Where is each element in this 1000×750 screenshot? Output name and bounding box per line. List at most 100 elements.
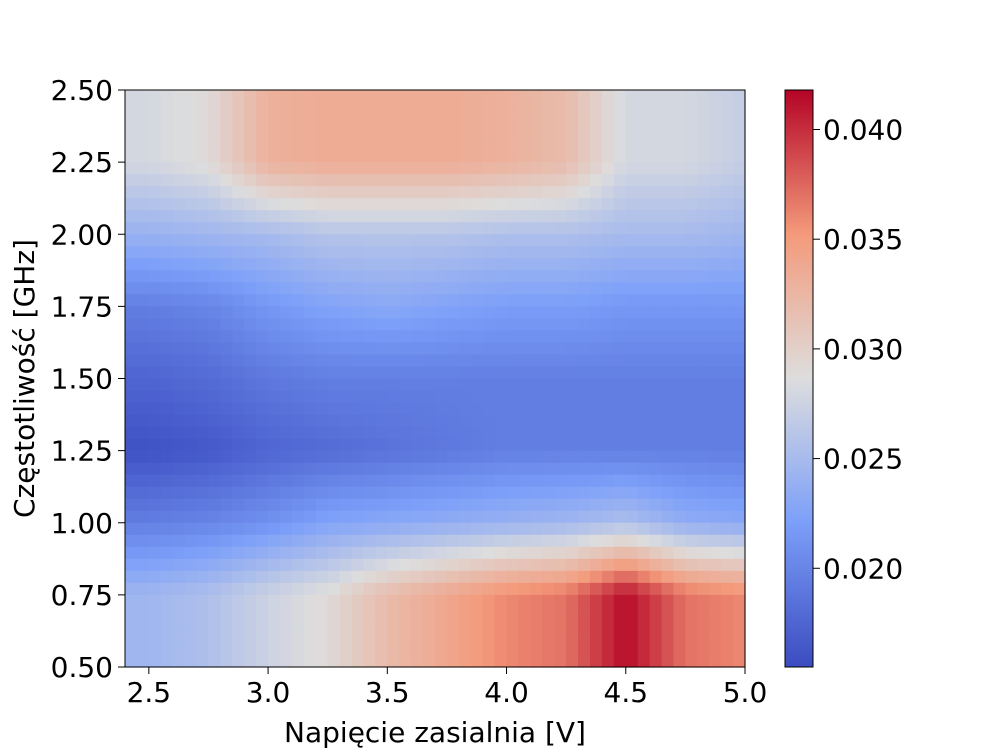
heatmap-cell: [554, 354, 567, 368]
heatmap-cell: [160, 654, 174, 668]
heatmap-cell: [375, 462, 388, 476]
heatmap-cell: [220, 414, 233, 428]
heatmap-cell: [566, 270, 579, 283]
heatmap-cell: [423, 90, 436, 103]
heatmap-cell: [351, 198, 365, 211]
heatmap-cell: [709, 510, 722, 524]
heatmap-cell: [709, 210, 722, 223]
heatmap-cell: [280, 498, 293, 512]
heatmap-cell: [530, 366, 543, 380]
heatmap-cell: [160, 546, 174, 560]
heatmap-cell: [578, 318, 591, 332]
heatmap-cell: [470, 618, 484, 632]
heatmap-cell: [363, 570, 376, 584]
heatmap-cell: [661, 582, 675, 596]
heatmap-cell: [494, 90, 508, 103]
heatmap-cell: [685, 114, 698, 127]
heatmap-cell: [291, 366, 305, 380]
heatmap-cell: [256, 126, 269, 139]
heatmap-cell: [518, 126, 531, 139]
heatmap-cell: [172, 546, 186, 560]
heatmap-cell: [530, 522, 543, 536]
heatmap-cell: [554, 558, 567, 572]
heatmap-cell: [542, 570, 555, 584]
heatmap-cell: [411, 162, 424, 175]
heatmap-cell: [208, 318, 221, 332]
heatmap-cell: [685, 198, 698, 211]
heatmap-cell: [637, 546, 651, 560]
heatmap-cell: [387, 510, 400, 524]
heatmap-cell: [542, 150, 555, 163]
heatmap-cell: [590, 138, 603, 151]
heatmap-cell: [387, 654, 400, 668]
heatmap-cell: [148, 546, 162, 560]
heatmap-cell: [315, 90, 329, 103]
heatmap-cell: [208, 570, 221, 584]
heatmap-cell: [387, 186, 400, 199]
heatmap-cell: [387, 126, 400, 139]
heatmap-cell: [148, 654, 162, 668]
heatmap-cell: [363, 498, 376, 512]
heatmap-cell: [482, 378, 496, 392]
heatmap-cell: [685, 438, 698, 452]
heatmap-cell: [303, 354, 317, 368]
heatmap-cell: [172, 282, 186, 295]
heatmap-cell: [172, 186, 186, 199]
heatmap-cell: [423, 474, 436, 488]
heatmap-cell: [590, 198, 603, 211]
heatmap-cell: [411, 582, 424, 596]
heatmap-cell: [399, 114, 412, 127]
heatmap-cell: [339, 522, 353, 536]
heatmap-cell: [303, 402, 317, 416]
x-tick-label: 2.5: [127, 676, 172, 709]
heatmap-cell: [554, 654, 567, 668]
heatmap-cell: [160, 150, 174, 163]
heatmap-cell: [613, 258, 627, 271]
heatmap-cell: [482, 594, 496, 608]
heatmap-cell: [518, 318, 531, 332]
heatmap-cell: [578, 186, 591, 199]
heatmap-cell: [613, 498, 627, 512]
heatmap-cell: [136, 330, 150, 344]
heatmap-cell: [482, 354, 496, 368]
heatmap-cell: [590, 318, 603, 332]
heatmap-cell: [530, 150, 543, 163]
heatmap-cell: [411, 258, 424, 271]
heatmap-cell: [446, 126, 460, 139]
heatmap-cell: [256, 162, 269, 175]
heatmap-cell: [590, 114, 603, 127]
heatmap-cell: [184, 294, 198, 307]
heatmap-cell: [649, 606, 663, 620]
heatmap-cell: [160, 318, 174, 332]
heatmap-cell: [303, 174, 317, 187]
heatmap-cell: [625, 582, 639, 596]
heatmap-cell: [363, 378, 376, 392]
heatmap-cell: [601, 402, 615, 416]
heatmap-cell: [196, 606, 210, 620]
heatmap-cell: [244, 582, 257, 596]
heatmap-cell: [184, 414, 198, 428]
heatmap-cell: [303, 210, 317, 223]
heatmap-cell: [470, 294, 484, 307]
heatmap-cell: [446, 114, 460, 127]
heatmap-cell: [375, 582, 388, 596]
heatmap-cell: [411, 222, 424, 235]
heatmap-cell: [280, 630, 293, 644]
heatmap-cell: [530, 330, 543, 344]
heatmap-cell: [363, 186, 376, 199]
heatmap-cell: [435, 222, 448, 235]
heatmap-cell: [208, 654, 221, 668]
heatmap-cell: [148, 486, 162, 500]
heatmap-cell: [399, 306, 412, 319]
heatmap-cell: [280, 582, 293, 596]
heatmap-cell: [160, 246, 174, 259]
heatmap-cell: [554, 174, 567, 187]
heatmap-cell: [256, 546, 269, 560]
heatmap-cell: [363, 402, 376, 416]
heatmap-cell: [208, 546, 221, 560]
heatmap-cell: [458, 366, 472, 380]
heatmap-cell: [506, 246, 520, 259]
heatmap-cell: [542, 174, 555, 187]
heatmap-cell: [184, 642, 198, 656]
heatmap-cell: [244, 270, 257, 283]
